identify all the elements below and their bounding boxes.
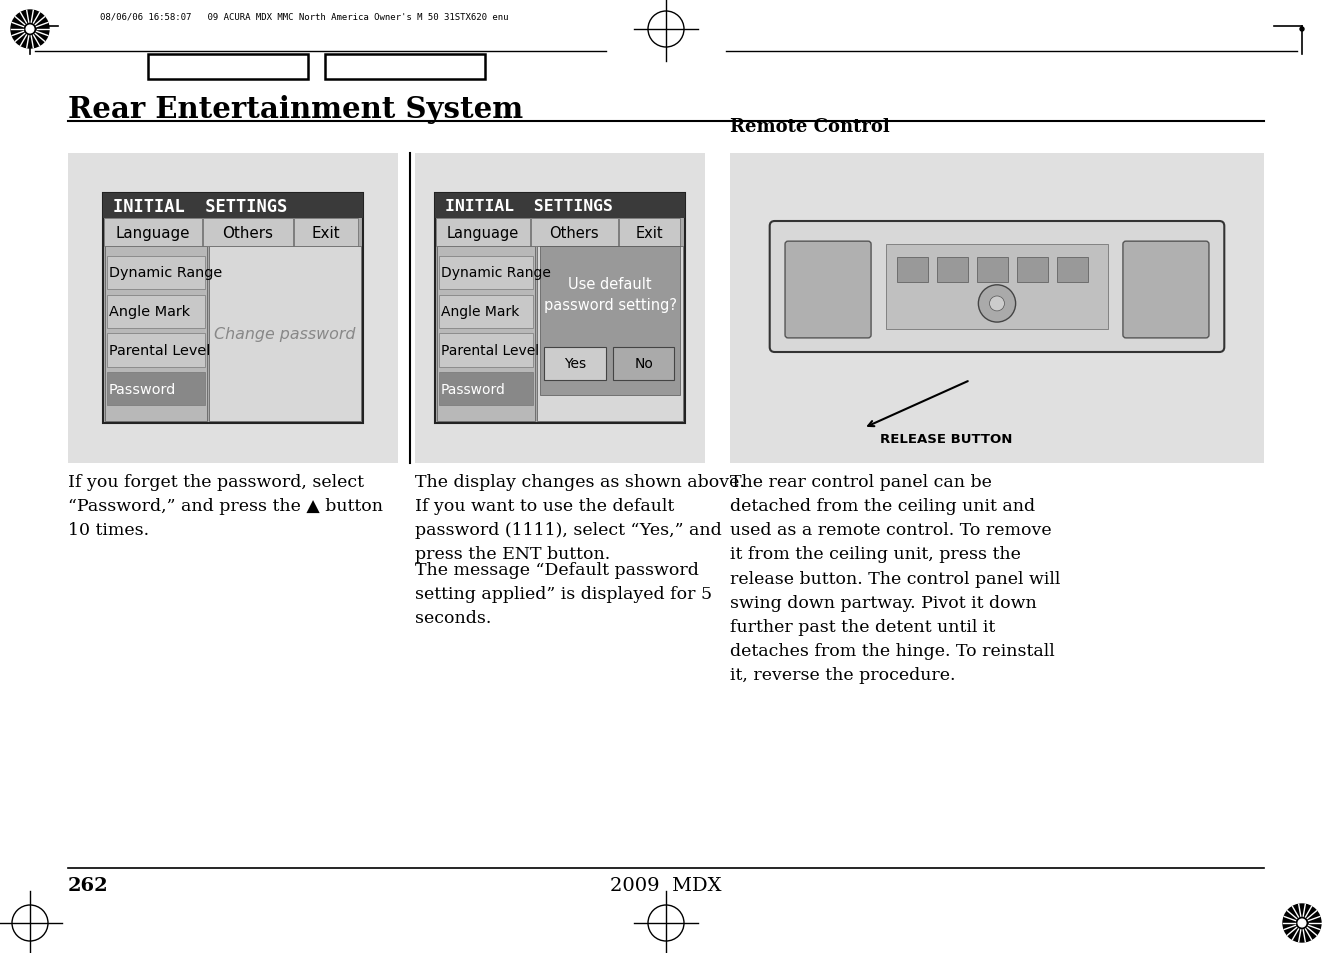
Bar — [107, 256, 205, 290]
Bar — [730, 153, 1264, 463]
Bar — [107, 335, 205, 367]
Bar — [436, 219, 530, 247]
Text: Use default
password setting?: Use default password setting? — [543, 276, 677, 313]
Text: RELEASE BUTTON: RELEASE BUTTON — [879, 433, 1012, 446]
Bar — [537, 247, 683, 421]
Text: Parental Level: Parental Level — [109, 344, 210, 357]
Bar — [103, 193, 364, 423]
Text: 262: 262 — [68, 876, 109, 894]
Bar — [531, 219, 618, 247]
Circle shape — [11, 11, 49, 49]
Text: Others: Others — [222, 225, 273, 240]
Bar — [325, 55, 485, 80]
Circle shape — [979, 286, 1015, 323]
Bar — [416, 153, 705, 463]
Text: Angle Mark: Angle Mark — [109, 305, 190, 318]
Circle shape — [1299, 920, 1305, 927]
Text: Exit: Exit — [635, 225, 663, 240]
Bar — [936, 257, 968, 283]
Text: Password: Password — [441, 382, 506, 396]
FancyBboxPatch shape — [1123, 242, 1209, 338]
Text: 2009  MDX: 2009 MDX — [610, 876, 722, 894]
Text: No: No — [634, 357, 653, 371]
Bar — [1058, 257, 1088, 283]
Bar — [436, 193, 685, 423]
Bar — [436, 193, 685, 219]
Bar — [202, 219, 293, 247]
Bar — [886, 245, 1108, 330]
Bar — [618, 219, 681, 247]
Text: Dynamic Range: Dynamic Range — [441, 266, 551, 280]
Text: The rear control panel can be
detached from the ceiling unit and
used as a remot: The rear control panel can be detached f… — [730, 474, 1060, 683]
Bar — [107, 373, 205, 406]
Circle shape — [27, 26, 33, 33]
Text: The display changes as shown above.
If you want to use the default
password (111: The display changes as shown above. If y… — [416, 474, 745, 563]
Bar — [105, 247, 206, 421]
Bar — [294, 219, 358, 247]
Text: Others: Others — [549, 225, 599, 240]
Circle shape — [1283, 904, 1321, 942]
Text: INITIAL  SETTINGS: INITIAL SETTINGS — [445, 199, 613, 213]
Bar — [148, 55, 308, 80]
Bar — [68, 153, 398, 463]
Text: Dynamic Range: Dynamic Range — [109, 266, 222, 280]
Text: Remote Control: Remote Control — [730, 118, 890, 136]
Text: Password: Password — [109, 382, 176, 396]
Bar — [440, 256, 533, 290]
Text: Parental Level: Parental Level — [441, 344, 539, 357]
Bar — [104, 219, 202, 247]
Text: Change password: Change password — [214, 327, 356, 341]
Circle shape — [1300, 28, 1304, 32]
Text: Language: Language — [116, 225, 190, 240]
Bar — [896, 257, 928, 283]
Text: Rear Entertainment System: Rear Entertainment System — [68, 95, 523, 124]
Text: Angle Mark: Angle Mark — [441, 305, 519, 318]
Bar — [545, 348, 606, 380]
Text: Exit: Exit — [312, 225, 340, 240]
Bar — [539, 247, 681, 395]
Bar — [976, 257, 1008, 283]
Circle shape — [990, 296, 1004, 312]
Bar — [1018, 257, 1048, 283]
FancyBboxPatch shape — [785, 242, 871, 338]
Bar — [437, 247, 535, 421]
Bar — [440, 295, 533, 328]
FancyBboxPatch shape — [770, 222, 1224, 353]
Text: Yes: Yes — [563, 357, 586, 371]
Text: 08/06/06 16:58:07   09 ACURA MDX MMC North America Owner's M 50 31STX620 enu: 08/06/06 16:58:07 09 ACURA MDX MMC North… — [100, 12, 509, 21]
Bar — [107, 295, 205, 328]
Text: Language: Language — [446, 225, 519, 240]
Text: If you forget the password, select
“Password,” and press the ▲ button
10 times.: If you forget the password, select “Pass… — [68, 474, 384, 538]
Bar — [103, 193, 364, 219]
Bar — [440, 373, 533, 406]
Text: INITIAL  SETTINGS: INITIAL SETTINGS — [113, 197, 288, 215]
Bar — [440, 335, 533, 367]
Bar — [209, 247, 361, 421]
Bar — [613, 348, 674, 380]
Text: The message “Default password
setting applied” is displayed for 5
seconds.: The message “Default password setting ap… — [416, 561, 713, 627]
